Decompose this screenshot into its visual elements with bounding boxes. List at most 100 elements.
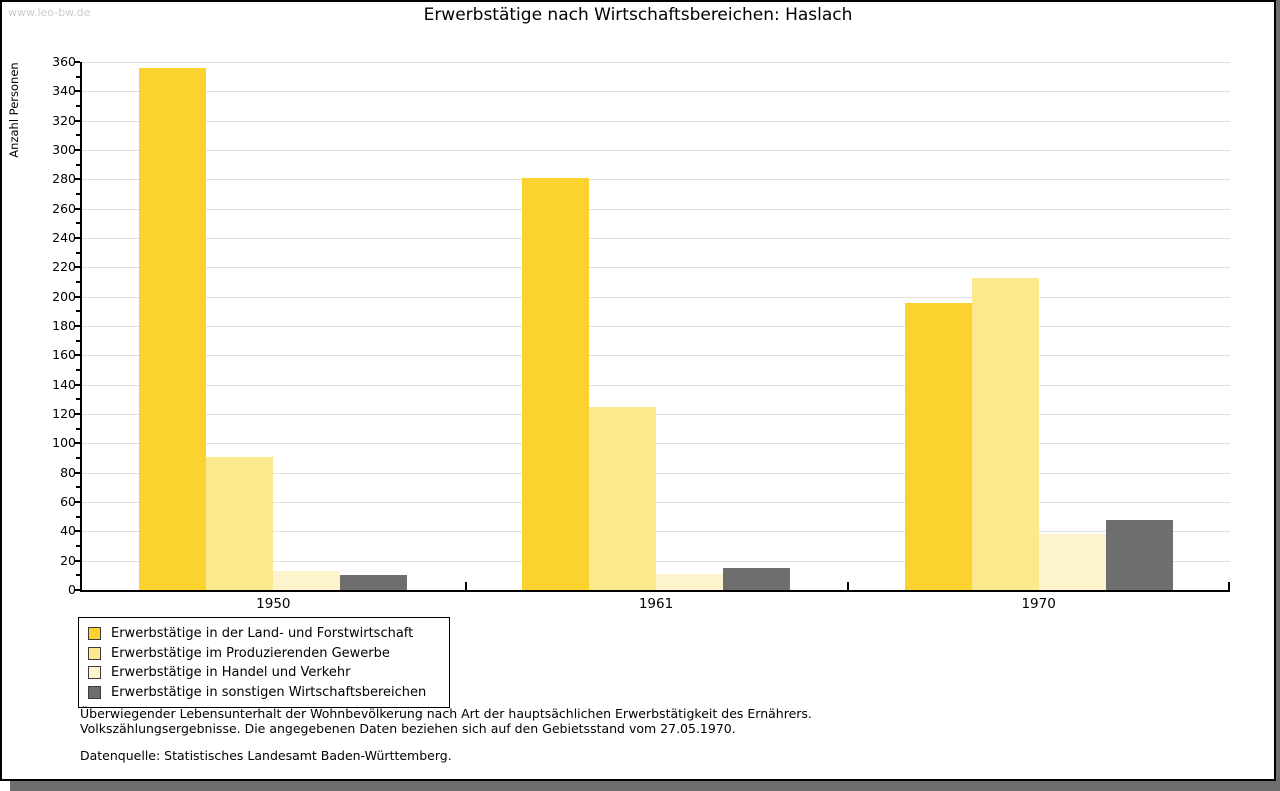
legend-swatch-icon [88, 627, 101, 641]
legend-item-3: Erwerbstätige in Handel und Verkehr [88, 663, 440, 683]
y-minor-tick [76, 574, 80, 577]
gridline [82, 355, 1230, 357]
legend-item-4: Erwerbstätige in sonstigen Wirtschaftsbe… [88, 683, 440, 703]
y-major-tick [74, 413, 80, 415]
y-major-tick [74, 325, 80, 327]
y-tick-label: 0 [68, 582, 76, 597]
y-tick-label: 280 [52, 171, 76, 187]
y-tick-label: 300 [52, 142, 76, 157]
bar-1970-series-2 [971, 277, 1039, 590]
gridline [82, 443, 1230, 445]
x-category-label: 1961 [638, 596, 674, 612]
chart-title: Erwerbstätige nach Wirtschaftsbereichen:… [423, 5, 853, 25]
y-tick-label: 140 [52, 376, 76, 392]
y-minor-tick [76, 163, 80, 166]
y-tick-label: 160 [52, 347, 76, 363]
y-major-tick [74, 354, 80, 357]
legend-swatch-icon [88, 685, 101, 699]
y-minor-tick [76, 134, 80, 137]
y-tick-label: 60 [60, 494, 76, 509]
gridline [82, 150, 1230, 151]
y-minor-tick [76, 427, 80, 430]
x-axis-line [80, 590, 1230, 592]
y-major-tick [74, 119, 80, 122]
y-major-tick [74, 530, 80, 533]
y-tick-label: 360 [52, 54, 76, 69]
x-boundary-tick [464, 582, 467, 590]
footer-description-line-2: Volkszählungsergebnisse. Die angegebenen… [80, 721, 736, 736]
y-minor-tick [76, 75, 80, 78]
y-tick-label: 80 [60, 464, 76, 480]
y-minor-tick [76, 545, 80, 547]
gridline [82, 179, 1230, 181]
y-major-tick [74, 178, 80, 181]
gridline [82, 502, 1230, 503]
y-minor-tick [76, 193, 80, 195]
legend-swatch-icon [88, 646, 101, 660]
bar-1950-series-2 [206, 456, 274, 590]
gridline [82, 531, 1230, 533]
y-tick-label: 240 [52, 230, 76, 245]
y-major-tick [74, 442, 80, 445]
bar-1950-series-1 [139, 67, 207, 590]
gridline [82, 560, 1230, 562]
y-tick-label: 320 [52, 112, 76, 128]
y-minor-tick [76, 105, 80, 107]
bar-1961-series-3 [656, 573, 723, 590]
legend-swatch-icon [88, 666, 101, 680]
y-minor-tick [76, 515, 80, 518]
y-axis-line [80, 62, 82, 592]
legend-label: Erwerbstätige in sonstigen Wirtschaftsbe… [111, 684, 427, 700]
bar-1970-series-3 [1038, 534, 1106, 590]
frame-shadow-bottom [10, 781, 1280, 791]
bar-1970-series-1 [904, 302, 972, 590]
y-major-tick [74, 559, 80, 562]
y-tick-label: 100 [52, 435, 76, 451]
x-boundary-tick [847, 582, 850, 590]
gridline [82, 62, 1230, 63]
gridline [82, 91, 1230, 93]
bar-1970-series-4 [1105, 519, 1173, 590]
y-minor-tick [76, 457, 80, 459]
y-major-tick [74, 149, 80, 151]
y-tick-label: 220 [52, 259, 76, 275]
y-major-tick [74, 471, 80, 474]
y-tick-label: 260 [52, 200, 76, 216]
y-minor-tick [76, 251, 80, 254]
bar-1950-series-3 [273, 570, 341, 590]
x-category-label: 1950 [256, 596, 291, 612]
y-major-tick [74, 383, 80, 386]
legend: Erwerbstätige in der Land- und Forstwirt… [78, 617, 450, 708]
y-major-tick [74, 295, 80, 298]
y-major-tick [74, 589, 80, 591]
y-minor-tick [76, 310, 80, 313]
y-minor-tick [76, 398, 80, 401]
y-minor-tick [76, 281, 80, 283]
gridline [82, 414, 1230, 415]
plot-area [82, 62, 1230, 590]
y-minor-tick [76, 486, 80, 489]
footer-source: Datenquelle: Statistisches Landesamt Bad… [80, 748, 452, 763]
legend-item-2: Erwerbstätige im Produzierenden Gewerbe [88, 644, 440, 664]
legend-label: Erwerbstätige im Produzierenden Gewerbe [111, 645, 390, 661]
gridline [82, 296, 1230, 298]
bar-1950-series-4 [340, 575, 408, 590]
y-major-tick [74, 266, 80, 269]
y-major-tick [74, 501, 80, 503]
gridline [82, 238, 1230, 239]
bar-1961-series-1 [522, 177, 589, 590]
y-major-tick [74, 237, 80, 239]
gridline [82, 208, 1230, 210]
x-boundary-tick [1228, 582, 1230, 590]
y-major-tick [74, 61, 80, 63]
gridline [82, 120, 1230, 122]
frame-shadow-right [1276, 0, 1280, 791]
footer-description-line-1: Überwiegender Lebensunterhalt der Wohnbe… [80, 706, 812, 721]
y-minor-tick [76, 339, 80, 342]
y-tick-label: 340 [52, 83, 76, 99]
x-category-label: 1970 [1021, 596, 1056, 612]
gridline [82, 326, 1230, 327]
bar-1961-series-2 [589, 406, 656, 590]
